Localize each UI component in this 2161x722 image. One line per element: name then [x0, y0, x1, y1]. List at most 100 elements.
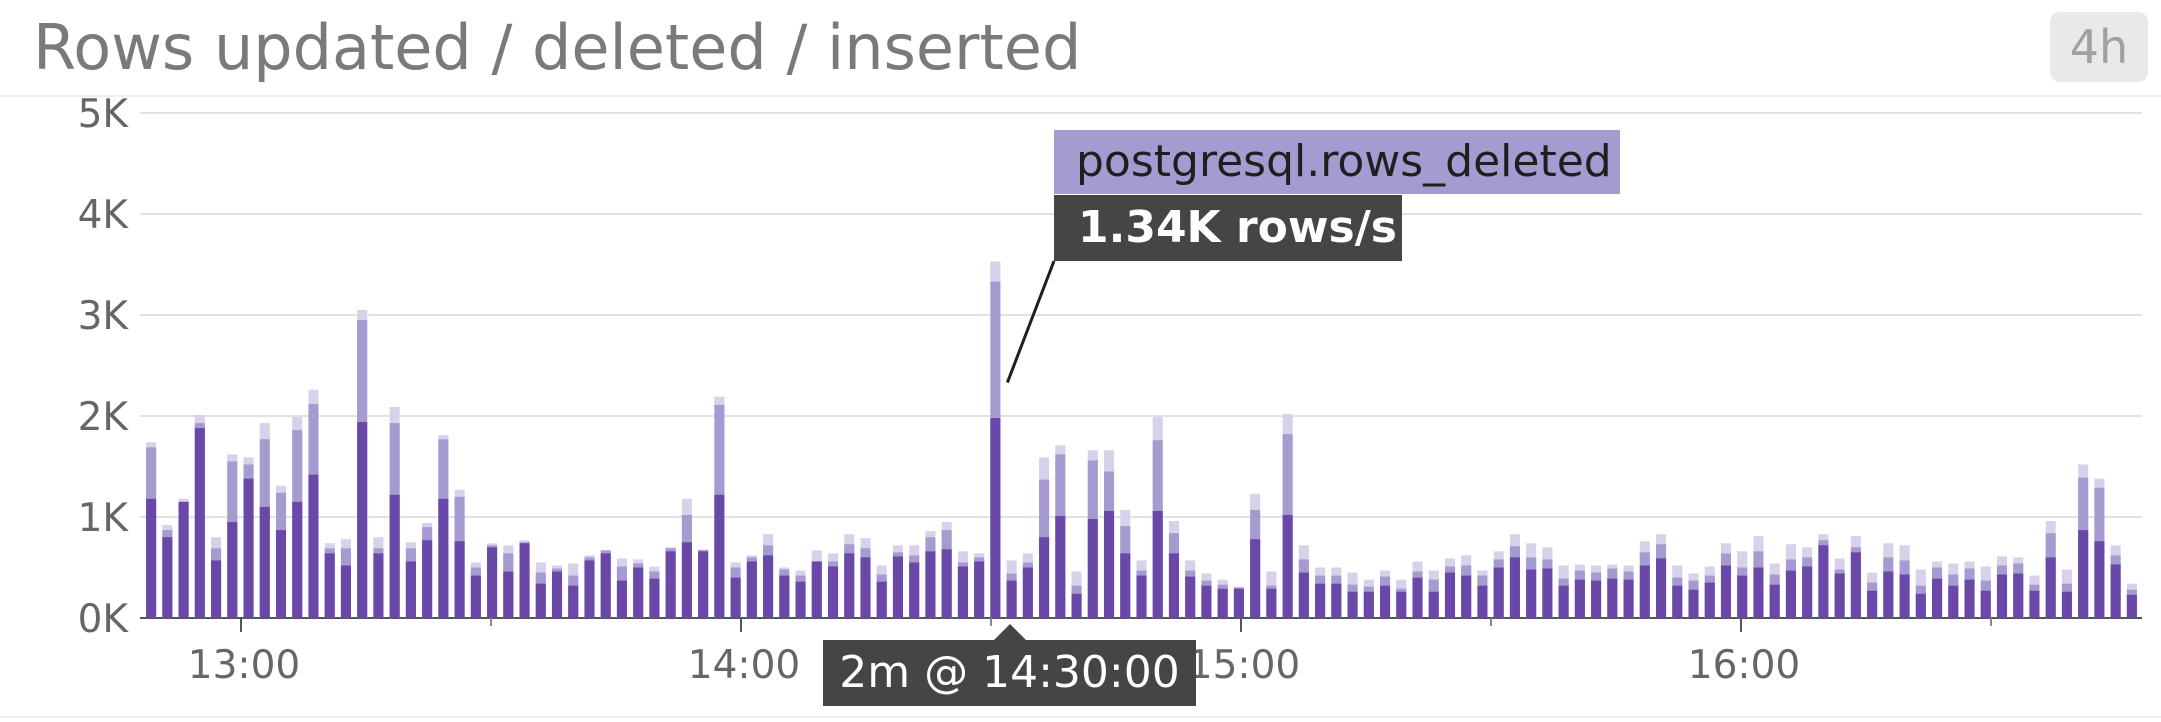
bar-updated — [1915, 593, 1926, 618]
bar-updated — [844, 553, 855, 618]
bar-updated — [1331, 583, 1342, 618]
bar-updated — [1104, 510, 1115, 618]
bar-updated — [1217, 588, 1228, 618]
bar-updated — [779, 575, 790, 618]
bar-updated — [892, 556, 903, 618]
bar-updated — [2045, 557, 2056, 618]
bar-updated — [259, 506, 270, 618]
bar-updated — [1639, 565, 1650, 618]
bar-updated — [535, 583, 546, 618]
x-axis: 13:00 14:00 15:00 16:00 — [188, 618, 1992, 688]
bar-updated — [1688, 589, 1699, 618]
bar-updated — [438, 498, 449, 618]
bar-updated — [178, 501, 189, 618]
bar-updated — [1444, 572, 1456, 618]
x-tick-label: 16:00 — [1688, 643, 1800, 688]
bar-updated — [746, 561, 757, 618]
bar-updated — [292, 501, 303, 618]
bar-updated — [1769, 584, 1780, 618]
bar-updated — [681, 542, 692, 618]
bar-updated — [551, 571, 563, 618]
bar-updated — [1753, 567, 1764, 618]
bar-updated — [373, 553, 384, 618]
bar-updated — [227, 522, 238, 618]
bar-updated — [1932, 578, 1943, 618]
bar-updated — [1412, 577, 1423, 618]
bar-updated — [649, 578, 660, 618]
y-tick-label: 1K — [78, 496, 130, 541]
bar-updated — [1672, 585, 1683, 618]
bar-updated — [1120, 553, 1131, 618]
bar-updated — [974, 561, 985, 618]
bar-updated — [308, 474, 319, 618]
bar-updated — [1818, 545, 1829, 618]
bar-updated — [1282, 514, 1293, 618]
y-tick-label: 0K — [78, 597, 130, 642]
bar-updated — [1087, 519, 1098, 618]
bar-updated — [1785, 570, 1796, 618]
bar-updated — [2110, 564, 2121, 618]
bar-updated — [957, 566, 968, 618]
bar-updated — [1591, 580, 1602, 618]
bar-updated — [1152, 510, 1163, 618]
bar-updated — [2126, 594, 2137, 618]
x-tick-label: 14:00 — [688, 643, 800, 688]
bar-series — [146, 261, 2137, 618]
bar-updated — [990, 418, 1001, 618]
y-tick-label: 3K — [78, 294, 130, 339]
bar-updated — [665, 551, 676, 618]
bar-updated — [909, 562, 920, 618]
bar-updated — [1574, 579, 1585, 618]
bar-updated — [1526, 569, 1537, 618]
bar-updated — [2094, 541, 2105, 618]
cursor-marker-arrow — [993, 624, 1027, 641]
y-tick-label: 4K — [78, 193, 130, 238]
bar-updated — [876, 581, 887, 618]
bar-updated — [1867, 590, 1878, 618]
bar-updated — [340, 565, 351, 618]
footer-divider — [0, 716, 2161, 718]
bar-updated — [1039, 537, 1050, 618]
bar-updated — [422, 540, 433, 618]
bar-updated — [1136, 575, 1147, 618]
bar-updated — [243, 478, 254, 618]
bar-updated — [1558, 585, 1569, 618]
bar-updated — [1802, 566, 1813, 618]
bar-updated — [811, 561, 822, 618]
header-divider — [0, 95, 2161, 97]
bar-updated — [275, 530, 287, 618]
bar-updated — [1168, 553, 1180, 618]
bar-updated — [1347, 591, 1358, 618]
bar-updated — [1704, 582, 1715, 618]
bar-updated — [1493, 567, 1504, 618]
bar-updated — [1720, 565, 1732, 618]
bar-updated — [600, 553, 611, 618]
bar-updated — [1509, 557, 1520, 618]
bar-updated — [616, 580, 627, 618]
bar-updated — [2029, 590, 2040, 618]
cursor-time-label: 2m @ 14:30:00 — [823, 640, 1196, 706]
bar-updated — [1201, 585, 1212, 618]
bar-updated — [503, 571, 514, 618]
bar-updated — [827, 566, 839, 618]
bar-updated — [1737, 575, 1748, 618]
time-range-badge[interactable]: 4h — [2050, 12, 2148, 82]
bar-updated — [941, 549, 952, 618]
bar-updated — [324, 553, 335, 618]
bar-updated — [1623, 579, 1634, 618]
bar-updated — [1656, 558, 1667, 618]
bar-updated — [1996, 574, 2008, 618]
bar-updated — [1834, 573, 1845, 618]
bar-updated — [1850, 552, 1861, 618]
bar-updated — [470, 575, 481, 618]
bar-updated — [1883, 571, 1894, 618]
widget-title: Rows updated / deleted / inserted — [33, 11, 1082, 84]
bar-updated — [633, 567, 644, 618]
bar-updated — [2061, 591, 2072, 618]
bar-updated — [730, 577, 741, 618]
bar-updated — [1980, 590, 1991, 618]
bar-updated — [211, 560, 222, 618]
bar-updated — [714, 494, 725, 618]
